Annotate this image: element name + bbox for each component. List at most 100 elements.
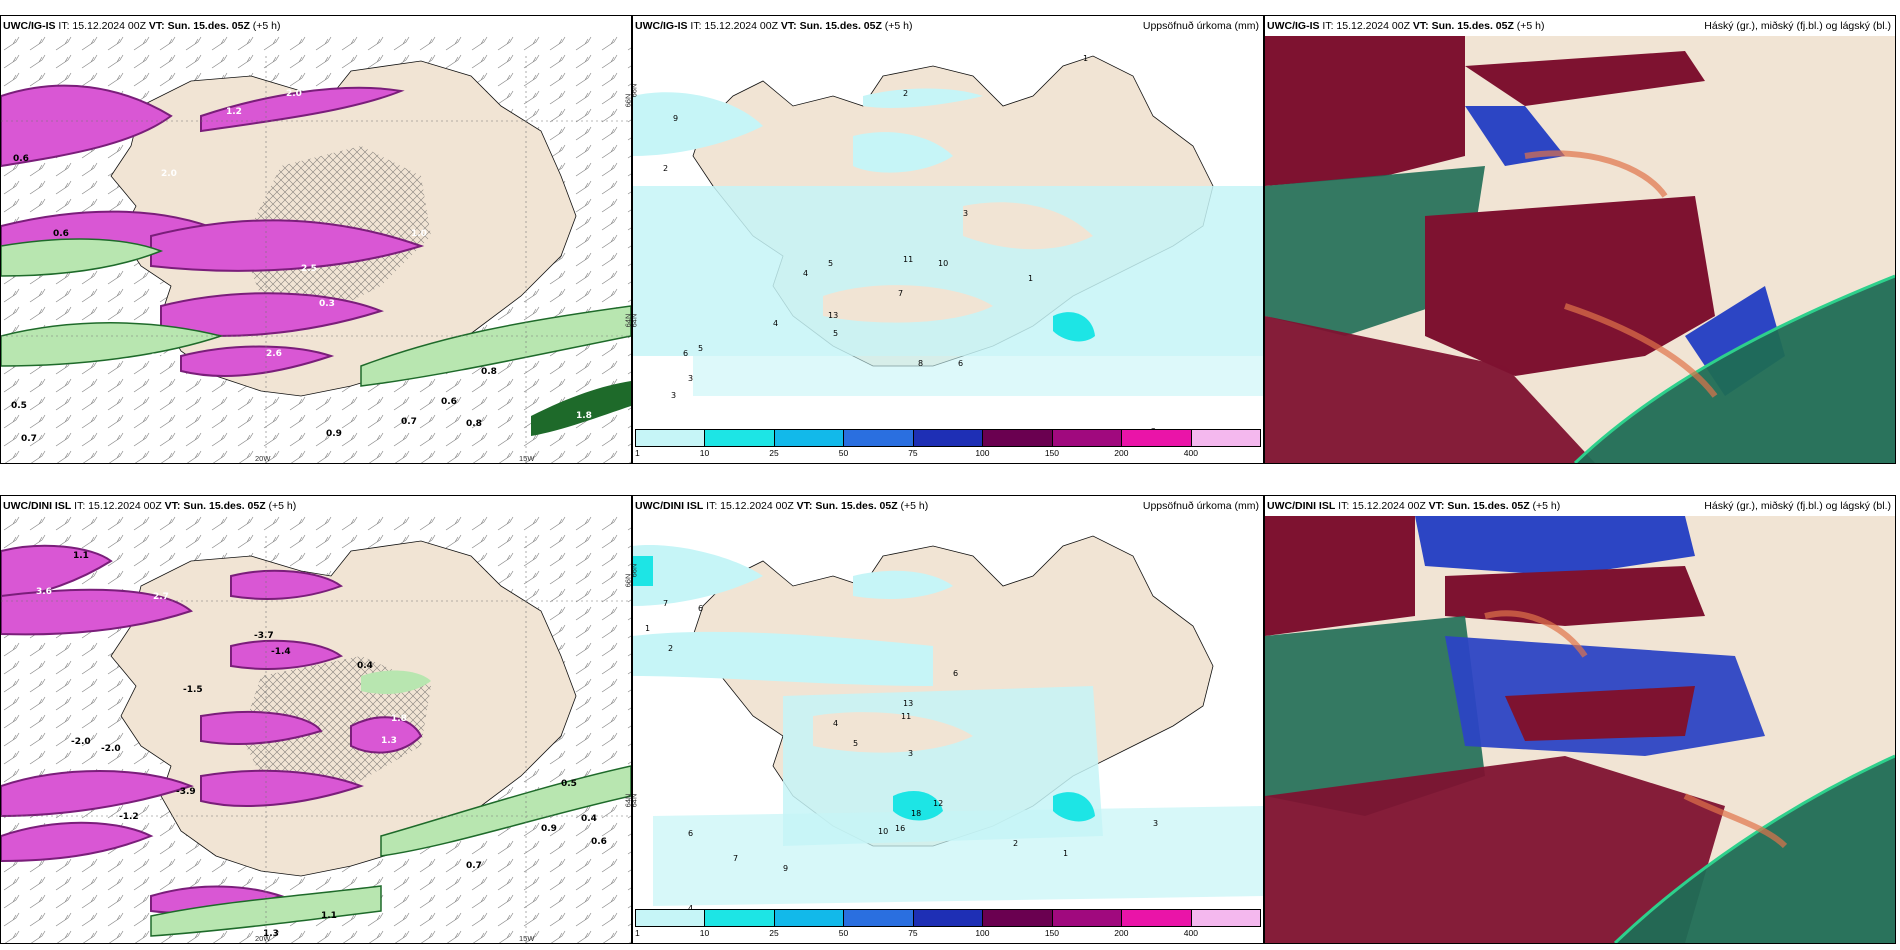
cloud-panel-dini: UWC/DINI ISL IT: 15.12.2024 00Z VT: Sun.… — [1264, 495, 1896, 944]
lead-time: (+5 h) — [884, 20, 913, 32]
valid-time: VT: Sun. 15.des. 05Z — [796, 500, 898, 512]
colorbar-swatch — [1052, 430, 1123, 446]
graticule — [1, 56, 631, 463]
precip-value: 5 — [698, 344, 703, 353]
contour-label: 0.6 — [441, 397, 457, 407]
low-cloud-area — [1445, 566, 1705, 626]
contour-label: -3.7 — [254, 631, 274, 641]
precip-value: 7 — [733, 854, 738, 863]
colorbar-swatch — [1191, 430, 1260, 446]
panel-header: UWC/DINI ISL IT: 15.12.2024 00Z VT: Sun.… — [1, 496, 631, 516]
colorbar-tick: 200 — [1114, 928, 1129, 938]
precip-value: 9 — [783, 864, 788, 873]
panel-header: UWC/IG-IS IT: 15.12.2024 00Z VT: Sun. 15… — [1265, 16, 1895, 36]
precip-panel-igis: UWC/IG-IS IT: 15.12.2024 00Z VT: Sun. 15… — [632, 15, 1264, 464]
wind-map: 1.1 3.6 2.7 -3.7 -1.4 -2.0 -2.0 -1.5 -1.… — [1, 516, 631, 943]
contour-label: 2.6 — [266, 349, 282, 359]
colorbar-tick: 100 — [975, 928, 990, 938]
precip-value: 6 — [698, 604, 703, 613]
colorbar-tick: 400 — [1183, 928, 1198, 938]
panel-header: UWC/DINI ISL IT: 15.12.2024 00Z VT: Sun.… — [1265, 496, 1895, 516]
lat-label: 66N — [632, 563, 639, 578]
lat-label: 64N — [623, 793, 632, 808]
colorbar-tick: 100 — [975, 448, 990, 458]
high-cloud-area — [1265, 616, 1485, 816]
precip-value: 5 — [853, 739, 858, 748]
colorbar-swatch — [983, 430, 1053, 446]
lat-label: 66N — [623, 93, 632, 108]
colorbar-ticks: 1 10 25 50 75 100 150 200 400 — [635, 928, 1261, 940]
precip-value: 7 — [663, 599, 668, 608]
precip-value: 11 — [901, 712, 911, 721]
contour-label: 0.4 — [357, 661, 373, 671]
panel-header: UWC/DINI ISL IT: 15.12.2024 00Z VT: Sun.… — [633, 496, 1263, 516]
cloud-edge — [1573, 274, 1895, 463]
lon-label: 15W — [519, 454, 535, 463]
colorbar-swatch — [983, 910, 1053, 926]
model-name: UWC/DINI ISL — [3, 500, 72, 512]
contour-label: 0.6 — [591, 837, 607, 847]
colorbar-swatch — [844, 910, 914, 926]
wind-panel-igis: UWC/IG-IS IT: 15.12.2024 00Z VT: Sun. 15… — [0, 15, 632, 464]
precip-value: 6 — [683, 349, 688, 358]
init-time: IT: 15.12.2024 00Z — [1322, 20, 1410, 32]
contour-label: 1.3 — [381, 736, 397, 746]
cloud-orange-edge — [1564, 303, 1718, 398]
colorbar-swatch — [636, 430, 706, 446]
contour-label: -1.2 — [119, 812, 139, 822]
colorbar-tick: 25 — [769, 928, 779, 938]
cloud-edge — [1613, 754, 1895, 943]
colorbar-ticks: 1 10 25 50 75 100 150 200 400 — [635, 448, 1261, 460]
lat-label: 66N — [632, 83, 639, 98]
colorbar-tick: 25 — [769, 448, 779, 458]
precip-value: 10 — [938, 259, 948, 268]
contour-label: 0.7 — [466, 861, 482, 871]
colorbar-tick: 150 — [1044, 928, 1059, 938]
colorbar: 1 10 25 50 75 100 150 200 400 — [635, 429, 1261, 461]
colorbar-swatch — [1191, 910, 1260, 926]
precip-value: 7 — [898, 289, 903, 298]
precip-values: 7 6 2 1 3 6 4 5 13 11 12 18 16 10 9 2 1 … — [645, 599, 1158, 913]
precip-value: 3 — [963, 209, 968, 218]
contour-label: 2.7 — [153, 592, 169, 602]
precip-value: 13 — [903, 699, 913, 708]
contour-label: 0.7 — [21, 434, 37, 444]
model-name: UWC/DINI ISL — [1267, 500, 1336, 512]
lead-time: (+5 h) — [1532, 500, 1561, 512]
colorbar-tick: 1 — [635, 448, 640, 458]
contour-label: 0.5 — [11, 401, 27, 411]
panel-header: UWC/IG-IS IT: 15.12.2024 00Z VT: Sun. 15… — [633, 16, 1263, 36]
high-cloud-area — [1615, 756, 1895, 943]
precip-value: 4 — [688, 904, 693, 913]
contour-label: 2.0 — [286, 89, 302, 99]
model-name: UWC/IG-IS — [1267, 20, 1320, 32]
precip-value: 16 — [895, 824, 905, 833]
precip-value: 12 — [933, 799, 943, 808]
dry-area — [963, 202, 1093, 250]
dry-area — [823, 285, 993, 323]
colorbar-swatch — [913, 430, 984, 446]
lat-label: 64N — [632, 313, 639, 328]
lead-time: (+5 h) — [268, 500, 297, 512]
low-cloud-area — [1505, 686, 1695, 741]
colorbar-swatch — [844, 430, 914, 446]
colorbar-tick: 50 — [838, 928, 849, 938]
precip-value: 6 — [953, 669, 958, 678]
precip-value: 8 — [918, 359, 923, 368]
colorbar-tick: 75 — [908, 928, 918, 938]
cloud-orange-edge — [1524, 150, 1668, 198]
cloud-orange-edge — [1683, 793, 1788, 849]
precip-value: 1 — [1083, 54, 1088, 63]
colorbar-tick: 1 — [635, 928, 640, 938]
precip-value: 4 — [803, 269, 808, 278]
precip-value: 3 — [908, 749, 913, 758]
contour-label: 1.8 — [391, 714, 407, 724]
valid-time: VT: Sun. 15.des. 05Z — [1428, 500, 1530, 512]
contour-label: 3.6 — [36, 587, 52, 597]
lat-label: 66N — [623, 573, 632, 588]
contour-label: -2.0 — [71, 737, 91, 747]
colorbar-swatch — [705, 910, 775, 926]
precip-value: 10 — [878, 827, 888, 836]
colorbar-swatch — [636, 910, 706, 926]
colorbar-tick: 200 — [1114, 448, 1129, 458]
